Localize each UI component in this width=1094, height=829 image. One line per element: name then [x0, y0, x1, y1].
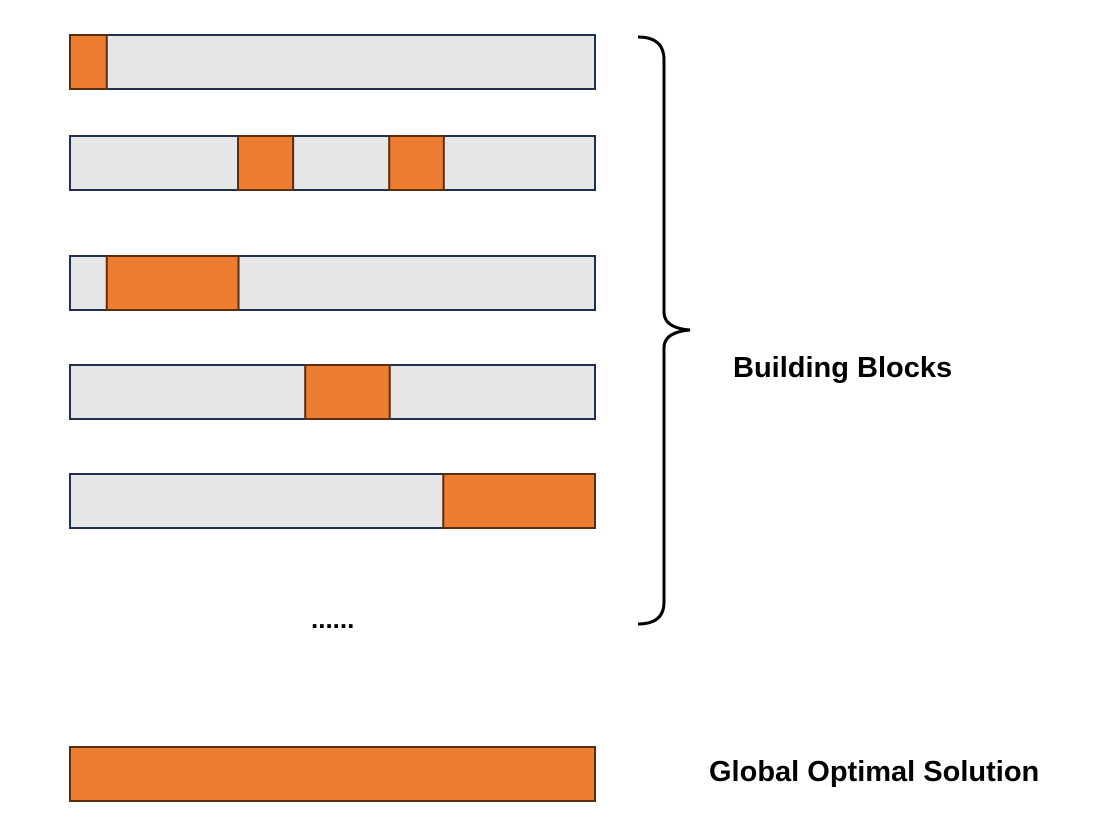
string-4-block-1	[304, 364, 391, 420]
building-blocks-label: Building Blocks	[733, 352, 952, 384]
string-4	[69, 364, 596, 420]
string-2	[69, 135, 596, 191]
string-2-block-1	[237, 135, 295, 191]
string-2-bar	[69, 135, 596, 191]
building-block-strings	[69, 34, 596, 529]
global-string-block-1	[69, 746, 596, 802]
string-1-block-1	[69, 34, 108, 90]
string-3-block-1	[105, 255, 240, 311]
string-5	[69, 473, 596, 529]
string-1-bar	[69, 34, 596, 90]
global-string	[69, 746, 596, 802]
ellipsis-label: ......	[311, 604, 354, 634]
string-5-block-1	[442, 473, 596, 529]
string-2-block-2	[388, 135, 445, 191]
curly-brace	[637, 35, 691, 626]
global-optimal-solution-label: Global Optimal Solution	[709, 756, 1039, 788]
global-optimal-string	[69, 746, 596, 802]
string-1	[69, 34, 596, 90]
string-3	[69, 255, 596, 311]
